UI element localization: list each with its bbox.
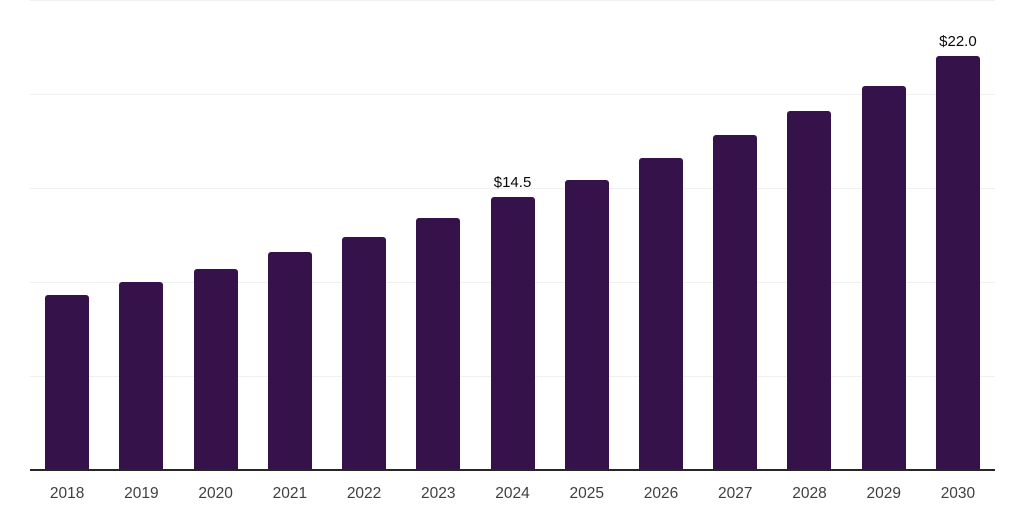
tick-slot-2022: 2022 [327, 471, 401, 511]
bar-2024 [490, 197, 535, 470]
bar-2018 [45, 295, 90, 470]
bar-slot-2028 [772, 0, 846, 470]
tick-label-2019: 2019 [124, 485, 159, 502]
tick-label-2026: 2026 [643, 485, 679, 502]
tick-slot-2020: 2020 [178, 471, 252, 511]
tick-label-2029: 2029 [866, 485, 901, 502]
tick-slot-2028: 2028 [772, 471, 846, 511]
bar-2022 [342, 236, 387, 470]
bar-2020 [193, 268, 238, 470]
tick-slot-2021: 2021 [253, 471, 327, 511]
x-axis-line [30, 469, 995, 471]
tick-label-2025: 2025 [569, 485, 604, 502]
tick-slot-2025: 2025 [550, 471, 624, 511]
bar-slot-2026 [624, 0, 698, 470]
bar-slot-2020 [178, 0, 252, 470]
bar-2019 [119, 282, 164, 470]
bar-slot-2025 [550, 0, 624, 470]
bar-2026 [638, 157, 683, 470]
bar-2028 [787, 110, 832, 470]
tick-slot-2024: 2024 [475, 471, 549, 511]
bars-container: $14.5 $22.0 [30, 0, 995, 470]
bar-slot-2024: $14.5 [475, 0, 549, 470]
bar-2023 [416, 218, 461, 470]
bar-slot-2030: $22.0 [921, 0, 995, 470]
value-label-2030: $22.0 [939, 33, 977, 51]
bar-slot-2022 [327, 0, 401, 470]
gridline-25 [30, 0, 995, 1]
tick-label-2024: 2024 [495, 485, 530, 502]
tick-slot-2029: 2029 [847, 471, 921, 511]
gridline-15 [30, 188, 995, 189]
bar-2025 [564, 180, 609, 470]
tick-label-2030: 2030 [940, 485, 976, 502]
bar-slot-2019 [104, 0, 178, 470]
bar-2027 [713, 135, 758, 470]
tick-label-2018: 2018 [49, 485, 85, 502]
bar-2030 [935, 56, 980, 470]
tick-label-2021: 2021 [272, 485, 308, 502]
tick-label-2022: 2022 [346, 485, 382, 502]
bar-slot-2029 [847, 0, 921, 470]
bar-slot-2018 [30, 0, 104, 470]
bar-slot-2021 [253, 0, 327, 470]
tick-label-2027: 2027 [717, 485, 753, 502]
bar-slot-2027 [698, 0, 772, 470]
bar-2021 [267, 251, 312, 470]
plot-area: $14.5 $22.0 [30, 0, 995, 471]
value-label-2024: $14.5 [493, 174, 532, 192]
tick-slot-2030: 2030 [921, 471, 995, 511]
tick-slot-2027: 2027 [698, 471, 772, 511]
tick-label-2023: 2023 [421, 485, 456, 502]
tick-slot-2018: 2018 [30, 471, 104, 511]
tick-slot-2026: 2026 [624, 471, 698, 511]
gridline-20 [30, 94, 995, 95]
tick-slot-2019: 2019 [104, 471, 178, 511]
bar-2029 [861, 86, 906, 470]
tick-slot-2023: 2023 [401, 471, 475, 511]
tick-label-2020: 2020 [198, 485, 233, 502]
tick-label-2028: 2028 [792, 485, 827, 502]
x-axis: 2018 2019 2020 2021 2022 2023 2024 2025 2026 2027… [30, 471, 995, 511]
bar-slot-2023 [401, 0, 475, 470]
